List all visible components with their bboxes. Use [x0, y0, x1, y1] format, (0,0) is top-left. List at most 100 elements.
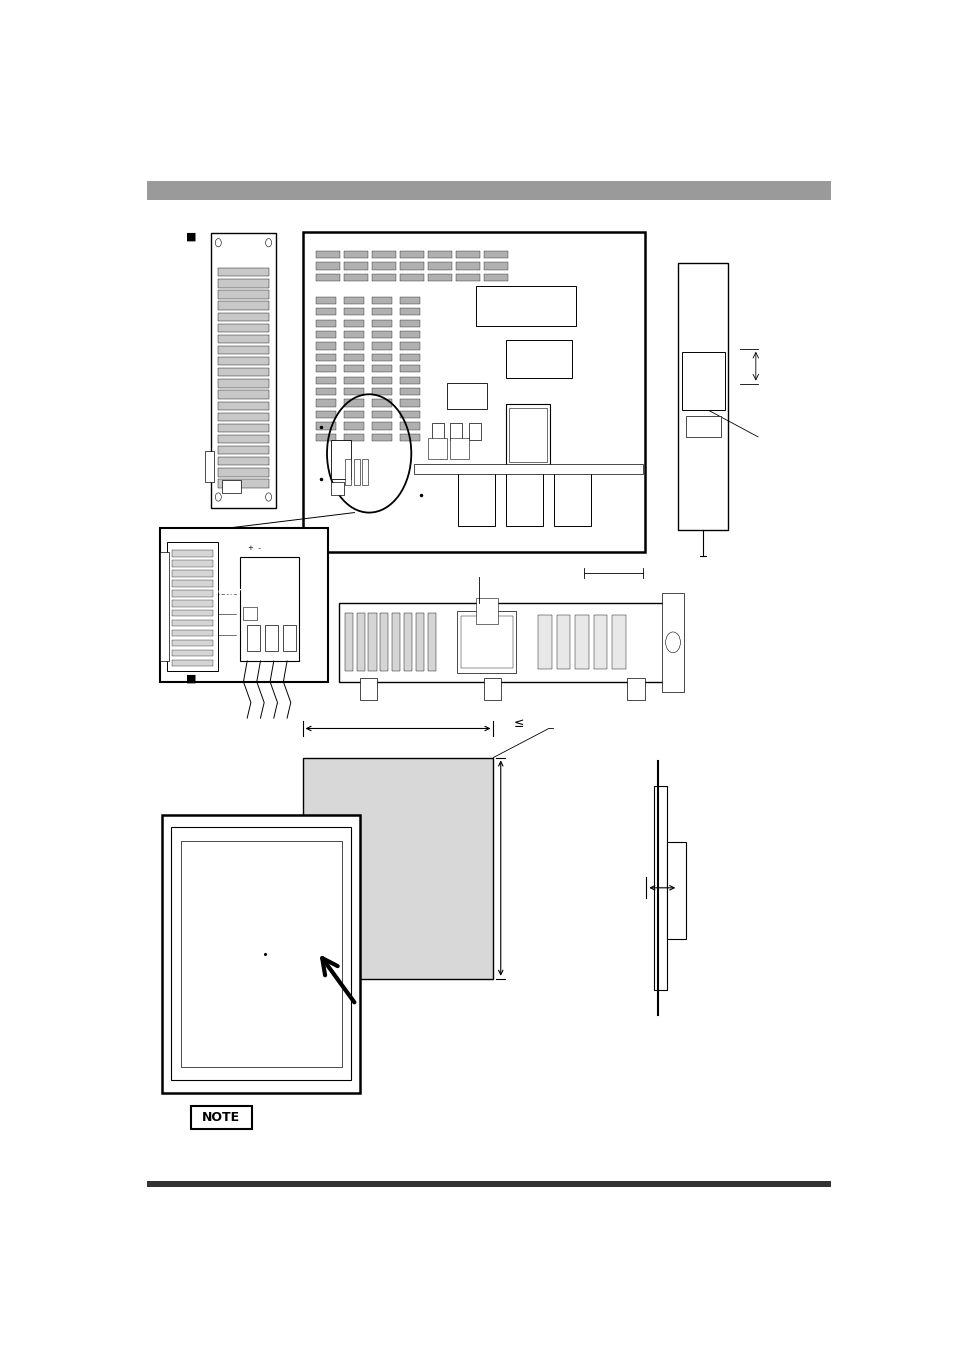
Bar [484, 263, 508, 270]
Bar [217, 446, 269, 454]
Bar [372, 263, 395, 270]
Bar [217, 423, 269, 433]
Bar [302, 758, 493, 979]
Bar [554, 469, 590, 526]
Bar [372, 434, 392, 441]
Bar [626, 678, 644, 701]
Bar [678, 263, 728, 530]
Bar [222, 480, 240, 493]
Bar [344, 434, 364, 441]
Bar [331, 483, 344, 495]
Bar [315, 297, 335, 303]
Bar [315, 434, 335, 441]
Bar [372, 309, 392, 315]
Bar [172, 611, 213, 616]
Bar [172, 600, 213, 607]
Bar [450, 423, 462, 439]
Bar [505, 340, 572, 377]
Text: +  -: + - [248, 545, 261, 551]
Bar [413, 464, 642, 474]
Bar [508, 407, 547, 462]
Bar [537, 615, 551, 670]
Bar [685, 415, 720, 437]
Bar [344, 342, 364, 349]
Bar [331, 439, 351, 480]
Bar [338, 603, 679, 682]
Bar [344, 411, 364, 418]
Bar [460, 616, 512, 669]
Bar [403, 613, 412, 671]
Bar [368, 613, 376, 671]
Bar [372, 319, 392, 326]
Bar [217, 412, 269, 421]
Bar [483, 678, 501, 701]
Bar [217, 391, 269, 399]
Bar [392, 613, 400, 671]
Bar [612, 615, 625, 670]
Bar [344, 388, 364, 395]
Bar [315, 399, 335, 407]
Bar [217, 279, 269, 287]
Bar [217, 435, 269, 443]
Bar [372, 376, 392, 384]
Circle shape [215, 493, 221, 501]
Bar [217, 402, 269, 410]
Bar [217, 346, 269, 355]
Bar [372, 332, 392, 338]
Bar [372, 388, 392, 395]
Bar [344, 365, 364, 372]
Bar [265, 624, 278, 651]
Bar [302, 232, 644, 553]
Bar [456, 263, 479, 270]
Bar [400, 332, 420, 338]
Bar [427, 613, 436, 671]
Bar [167, 542, 217, 671]
Bar [344, 399, 364, 407]
Bar [400, 399, 420, 407]
Bar [344, 613, 353, 671]
Text: IMPORTANT: IMPORTANT [196, 589, 265, 599]
Bar [354, 458, 359, 484]
Bar [247, 624, 260, 651]
Bar [400, 365, 420, 372]
Bar [356, 613, 364, 671]
Bar [428, 438, 446, 458]
Bar [344, 376, 364, 384]
Bar [205, 452, 213, 483]
Bar [211, 233, 275, 508]
Text: ≤: ≤ [514, 717, 524, 729]
Bar [400, 411, 420, 418]
Bar [428, 263, 452, 270]
Bar [400, 297, 420, 303]
Bar [172, 630, 213, 636]
Bar [400, 263, 423, 270]
Bar [661, 593, 683, 692]
Bar [172, 620, 213, 627]
Bar [217, 379, 269, 388]
Bar [400, 251, 423, 259]
Bar [666, 842, 685, 938]
Bar [372, 399, 392, 407]
Bar [372, 422, 392, 430]
Bar [315, 388, 335, 395]
Bar [315, 251, 339, 259]
Bar [450, 438, 469, 458]
Bar [457, 469, 495, 526]
Bar [505, 403, 550, 466]
Bar [191, 1107, 252, 1130]
Bar [428, 274, 452, 282]
Bar [217, 302, 269, 310]
Bar [217, 357, 269, 365]
Bar [359, 678, 376, 701]
Bar [344, 251, 367, 259]
Bar [147, 181, 830, 200]
Bar [315, 263, 339, 270]
Bar [400, 422, 420, 430]
Bar [400, 319, 420, 326]
Circle shape [215, 239, 221, 247]
Bar [243, 607, 256, 620]
Bar [344, 353, 364, 361]
Bar [344, 332, 364, 338]
Text: ■: ■ [186, 674, 196, 683]
Bar [476, 597, 497, 624]
